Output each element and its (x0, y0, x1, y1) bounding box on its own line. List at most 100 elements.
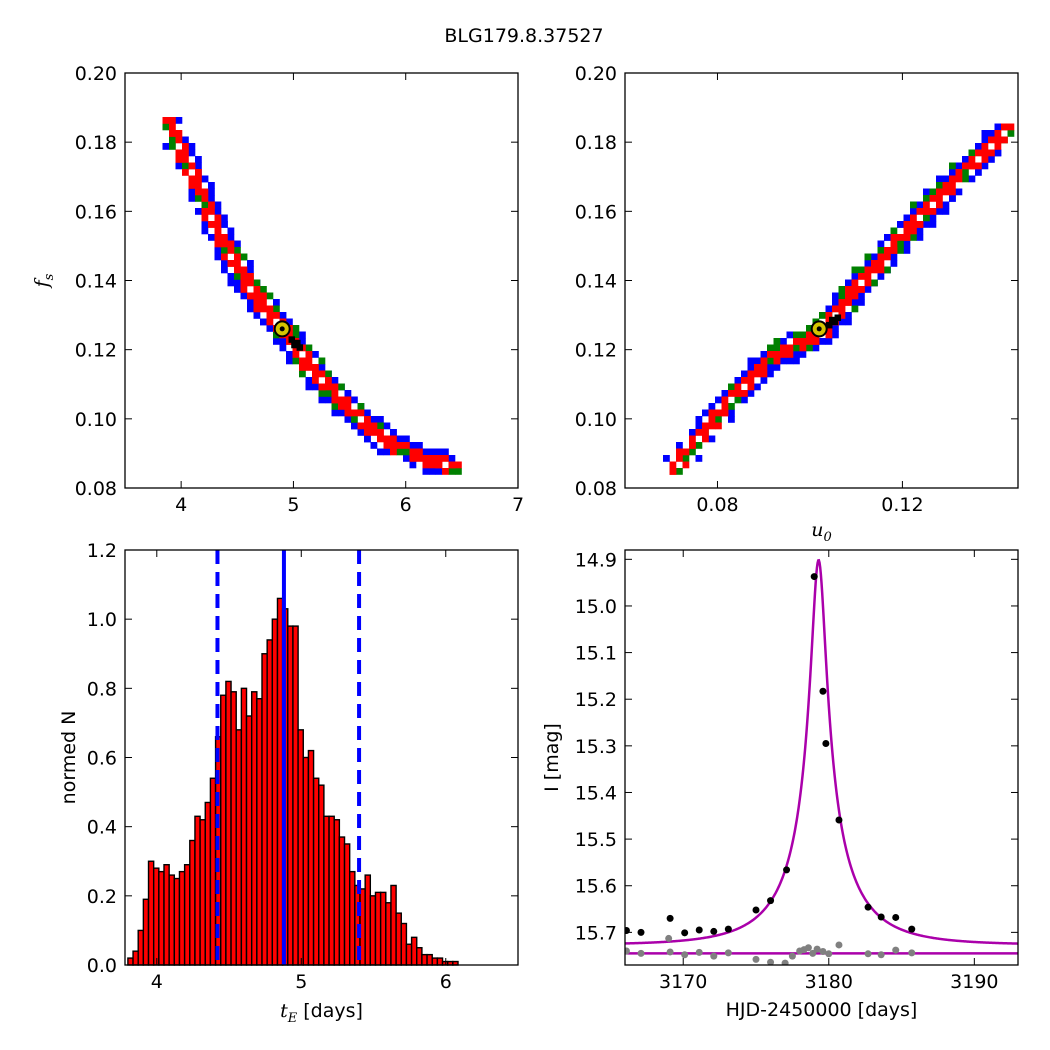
heatmap-cell (325, 390, 332, 397)
residual-point (835, 941, 843, 949)
heatmap-cell (851, 266, 859, 274)
heatmap-cell (422, 455, 430, 462)
heatmap-cell (390, 429, 397, 436)
heatmap-cell (877, 266, 885, 274)
heatmap-cell (799, 344, 807, 352)
histogram-bar (338, 836, 346, 966)
heatmap-cell (923, 195, 930, 202)
heatmap-cell (858, 266, 865, 274)
heatmap-cell (676, 455, 683, 462)
heatmap-cell (962, 162, 969, 170)
histogram-bar (173, 877, 181, 966)
y-tick-label: 15.6 (575, 876, 617, 898)
heatmap-cell (845, 286, 852, 293)
heatmap-cell (968, 175, 976, 183)
heatmap-cell (396, 435, 404, 443)
heatmap-cell (201, 227, 209, 235)
heatmap-cell (741, 396, 748, 404)
heatmap-cell (305, 357, 313, 365)
heatmap-cell (260, 305, 267, 313)
heatmap-cell (331, 409, 339, 417)
heatmap-cell (383, 422, 391, 430)
heatmap-cell (182, 162, 189, 170)
heatmap-cell (435, 468, 443, 475)
heatmap-cell (793, 331, 800, 339)
heatmap-cell (208, 188, 215, 196)
heatmap-cell (923, 188, 930, 196)
heatmap-cell (286, 357, 293, 365)
x-axis-label: tE [days] (280, 1000, 363, 1026)
heatmap-cell (793, 357, 800, 365)
heatmap-cell (240, 292, 248, 300)
heatmap-cell (981, 156, 989, 163)
heatmap-cell (286, 351, 293, 358)
heatmap-cell (351, 409, 358, 417)
heatmap-cell (695, 429, 703, 436)
data-point (810, 573, 818, 581)
heatmap-cell (715, 396, 722, 404)
heatmap-cell (942, 208, 950, 215)
heatmap-cell (448, 461, 456, 469)
heatmap-cell (975, 143, 982, 150)
heatmap-cell (188, 149, 196, 157)
y-tick-label: 0.18 (575, 132, 617, 154)
heatmap-cell (864, 279, 872, 287)
y-tick-label: 0.08 (575, 478, 617, 500)
residual-point (809, 949, 817, 957)
heatmap-cell (247, 273, 254, 280)
heatmap-cell (767, 344, 774, 352)
heatmap-cell (845, 312, 852, 319)
residual-point (892, 946, 900, 954)
heatmap-cell (767, 351, 774, 358)
heatmap-cell (169, 136, 176, 144)
heatmap-cell (208, 182, 215, 189)
heatmap-cell (897, 240, 904, 248)
heatmap-cell (864, 260, 872, 267)
heatmap-cell (968, 149, 976, 157)
heatmap-cell (923, 201, 930, 209)
y-tick-label: 0.6 (87, 748, 117, 770)
heatmap-cell (325, 377, 332, 384)
residual-point (637, 949, 645, 957)
heatmap-cell (1007, 130, 1015, 137)
heatmap-cell (949, 188, 956, 196)
heatmap-cell (240, 286, 248, 293)
heatmap-cell (968, 162, 976, 170)
y-axis-label: normed N (58, 711, 80, 805)
heatmap-cell (910, 208, 917, 215)
heatmap-cell (669, 461, 677, 469)
y-tick-label: 15.4 (575, 782, 617, 804)
heatmap-cell (273, 299, 280, 306)
heatmap-cell (221, 221, 228, 228)
heatmap-cell (247, 292, 254, 300)
best-fit-center (279, 326, 285, 332)
heatmap-cell (182, 143, 189, 150)
heatmap-cell (871, 279, 878, 287)
residual-point (681, 951, 689, 959)
x-tick-label: 0.08 (696, 494, 738, 516)
heatmap-cell (923, 214, 930, 222)
heatmap-cell (279, 344, 287, 352)
y-tick-label: 0.16 (575, 201, 617, 223)
heatmap-cell (825, 312, 833, 319)
heatmap-cell (227, 260, 235, 267)
y-tick-label: 0.20 (575, 63, 617, 85)
heatmap-cell (994, 130, 1002, 137)
heatmap-cell (799, 331, 807, 339)
heatmap-cell (286, 318, 293, 326)
heatmap-cell (871, 253, 878, 261)
heatmap-cell (838, 292, 846, 300)
heatmap-cell (676, 442, 683, 449)
heatmap-cell (344, 390, 352, 397)
heatmap-cell (214, 247, 222, 254)
histogram-bar (343, 843, 351, 966)
data-point (835, 816, 843, 824)
heatmap-cell (890, 240, 898, 248)
heatmap-cell (741, 390, 748, 397)
heatmap-cell (208, 234, 215, 241)
x-tick-label: 4 (151, 971, 163, 993)
heatmap-cell (851, 305, 859, 313)
heatmap-cell (890, 253, 898, 261)
heatmap-cell (786, 331, 794, 339)
